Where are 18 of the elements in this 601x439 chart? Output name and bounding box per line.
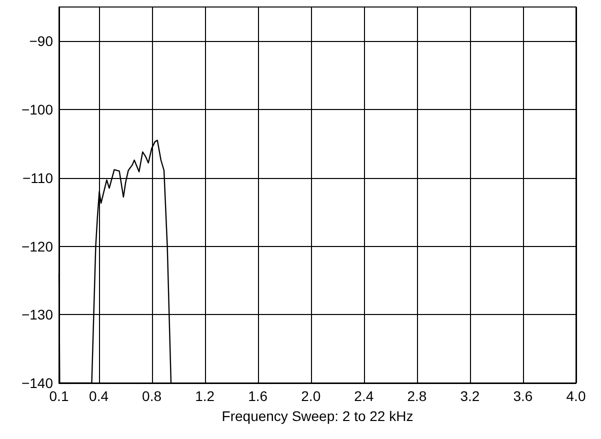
y-tick-label: −100 xyxy=(21,102,54,118)
x-tick-label: 1.2 xyxy=(195,388,215,404)
x-tick-label: 0.1 xyxy=(49,388,69,404)
x-tick-label: 0.8 xyxy=(142,388,162,404)
x-tick-label: 0.4 xyxy=(89,388,109,404)
x-tick-label: 3.2 xyxy=(460,388,480,404)
x-tick-label: 2.4 xyxy=(354,388,374,404)
x-tick-label: 4.0 xyxy=(566,388,586,404)
y-tick-label: −140 xyxy=(21,375,54,391)
x-axis-title: Frequency Sweep: 2 to 22 kHz xyxy=(222,408,414,424)
y-tick-label: −130 xyxy=(21,306,54,323)
y-tick-label: −120 xyxy=(21,238,54,254)
x-tick-label: 2.0 xyxy=(301,388,321,404)
y-tick-label: −110 xyxy=(22,170,54,186)
x-tick-label: 2.8 xyxy=(407,388,427,404)
x-tick-label: 3.6 xyxy=(513,388,533,404)
y-tick-label: −90 xyxy=(29,33,54,50)
x-tick-label: 1.6 xyxy=(248,388,268,404)
